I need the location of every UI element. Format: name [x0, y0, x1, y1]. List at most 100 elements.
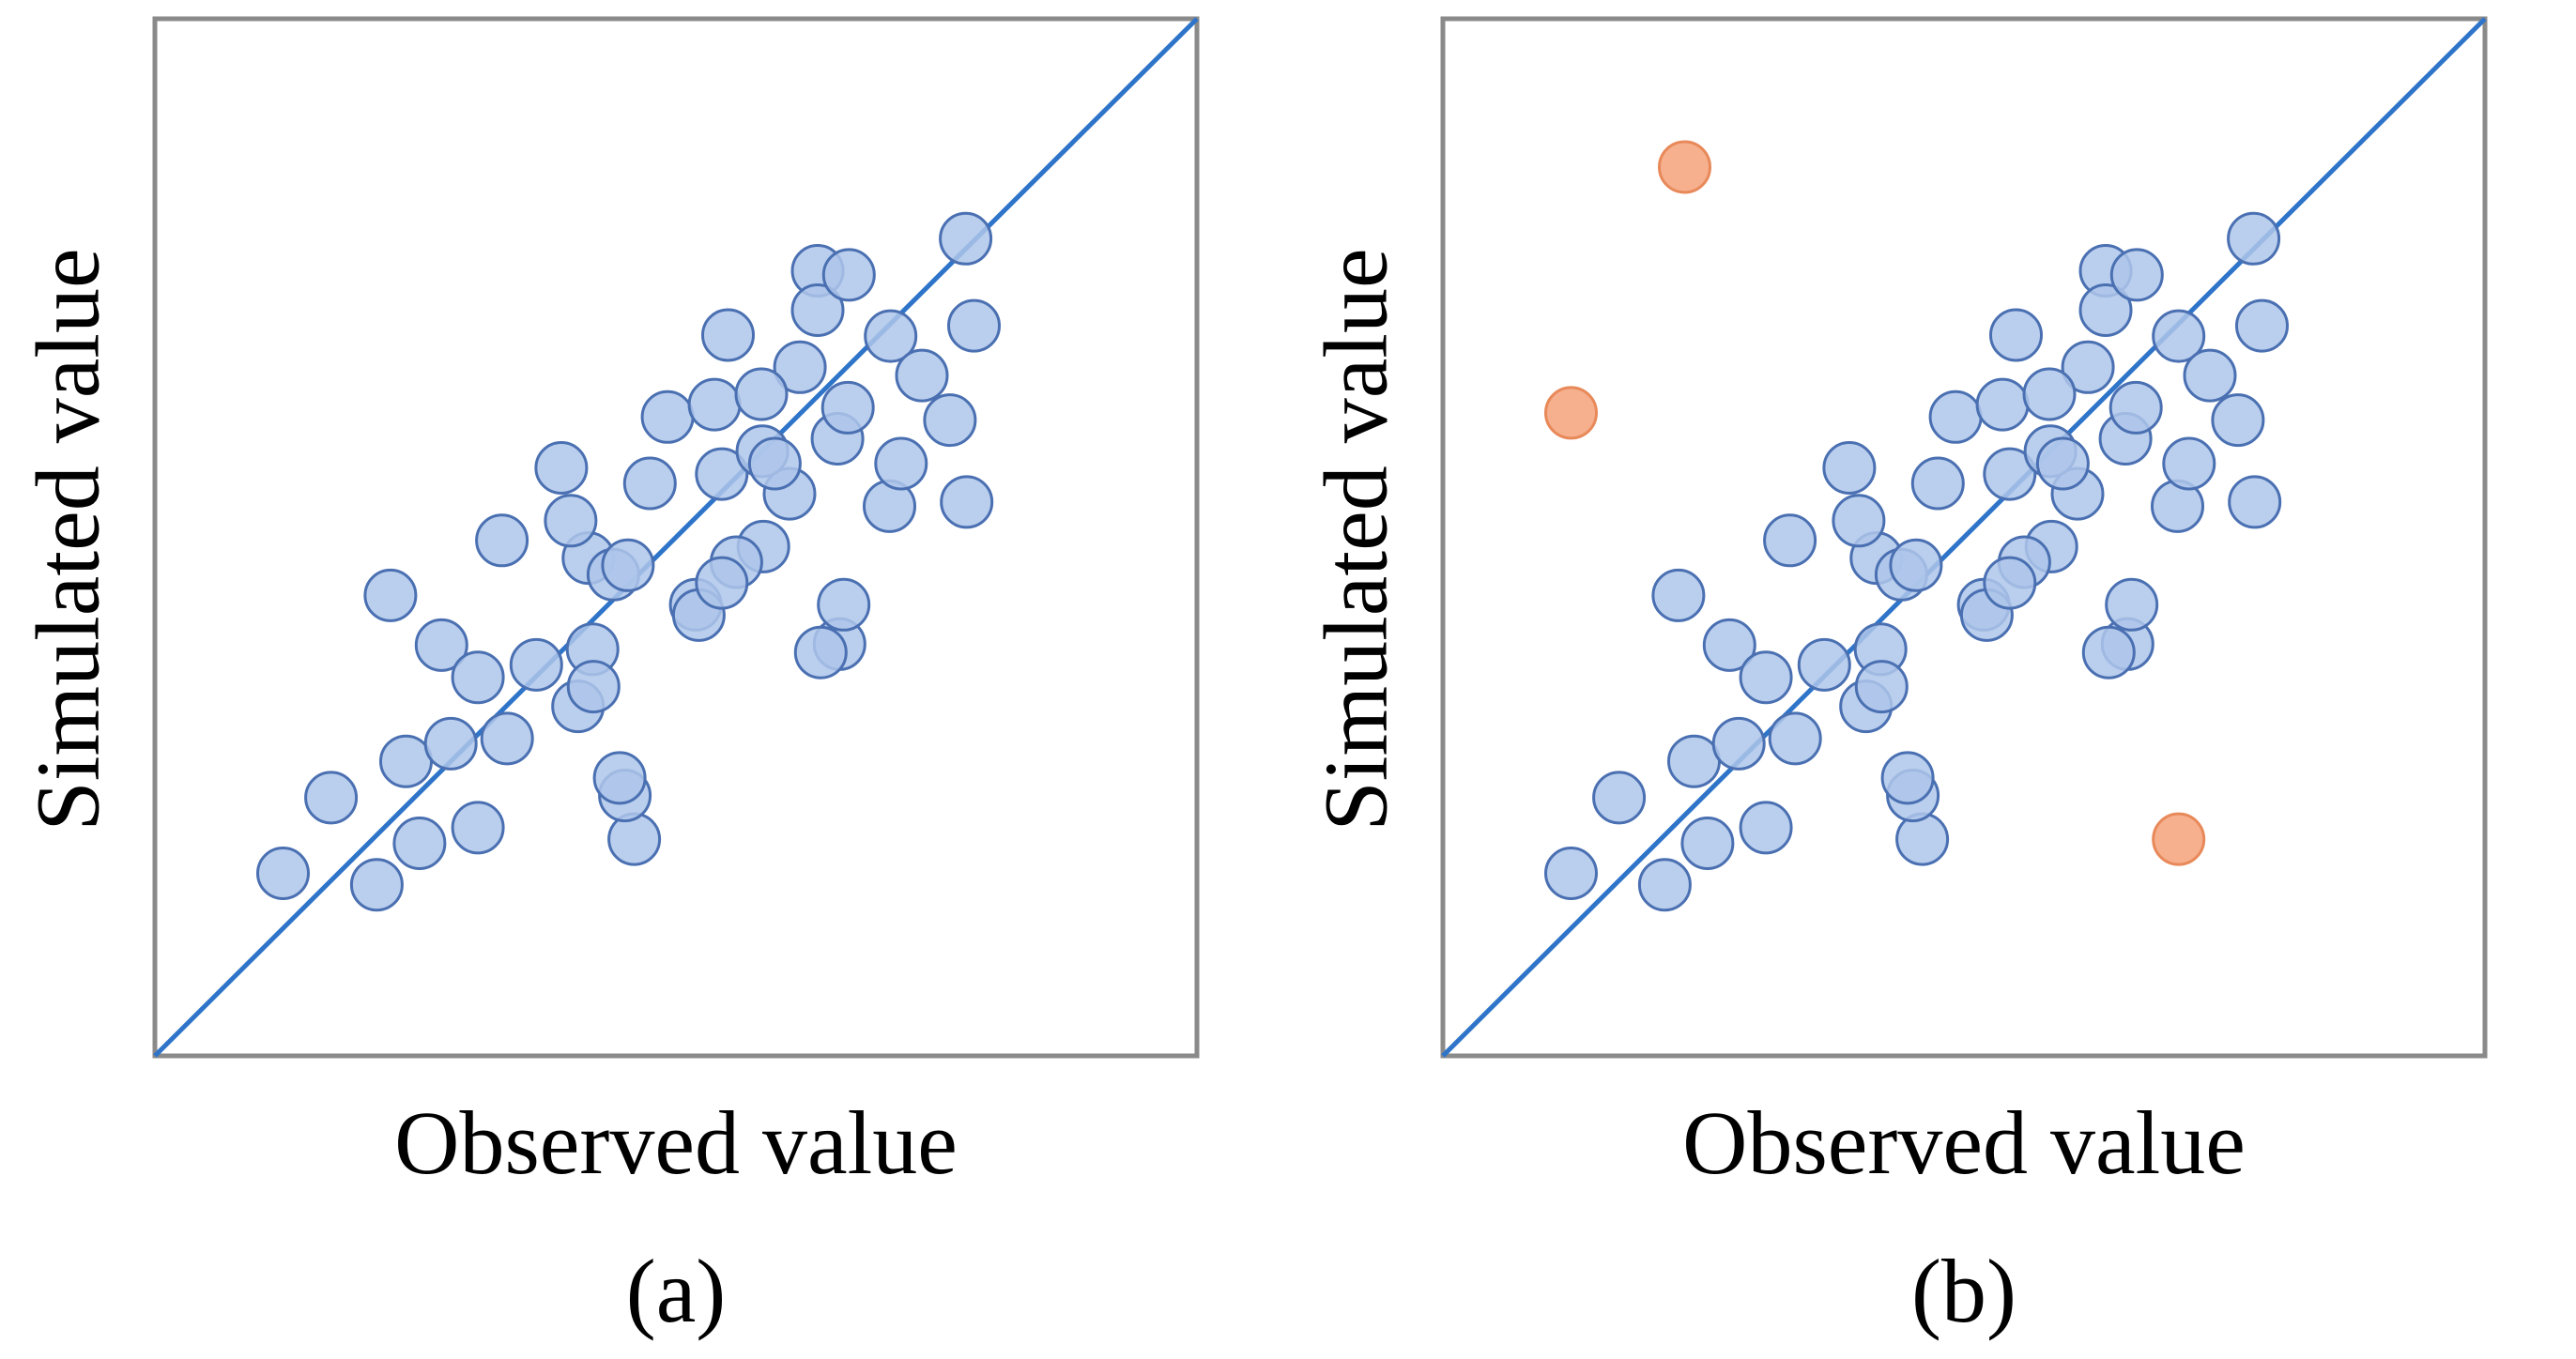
data-point [820, 380, 875, 435]
data-point [947, 298, 1001, 353]
data-point [256, 847, 310, 900]
data-point [821, 248, 876, 302]
data-point [1739, 650, 1793, 705]
panel-caption: (b) [1911, 1241, 2016, 1341]
data-point [1895, 812, 1950, 866]
data-point [817, 577, 871, 632]
data-point [1832, 494, 1886, 548]
data-point [1651, 568, 1706, 622]
one-to-one-line [153, 17, 1199, 1058]
data-point [1889, 538, 1943, 592]
series-points [1544, 211, 2289, 912]
data-point [923, 393, 977, 448]
panel-caption: (a) [625, 1241, 727, 1341]
data-point [2078, 283, 2133, 337]
data-point [1768, 711, 1822, 766]
data-point [379, 734, 433, 788]
data-point [592, 751, 647, 805]
y-axis-label-text: Simulated value [18, 248, 118, 832]
data-point [2228, 475, 2282, 529]
data-point [790, 283, 845, 337]
data-point [773, 340, 827, 394]
data-point [1637, 858, 1692, 912]
data-point [874, 436, 928, 491]
data-point [1797, 637, 1851, 692]
data-point [895, 348, 949, 403]
data-point [451, 801, 505, 855]
data-point [1544, 847, 1598, 900]
data-point [695, 556, 749, 610]
plot-frame [1440, 16, 2488, 1059]
y-axis-label: Simulated value [1305, 19, 1408, 1061]
data-point [1989, 308, 2043, 362]
data-point [1667, 734, 1721, 788]
data-point [423, 716, 478, 771]
data-point [2227, 211, 2281, 266]
data-point [2109, 248, 2164, 302]
data-point [2108, 380, 2163, 435]
y-axis-label: Simulated value [17, 19, 120, 1061]
data-point [2162, 436, 2216, 491]
data-point [687, 377, 742, 432]
series-points [256, 211, 1001, 912]
data-point [392, 817, 447, 870]
data-point [2183, 348, 2237, 403]
data-point [475, 513, 529, 568]
data-point [2081, 625, 2136, 680]
data-point [1680, 817, 1735, 870]
data-point [1763, 513, 1817, 568]
data-point [1880, 751, 1935, 805]
data-point [747, 436, 802, 491]
data-point [864, 309, 918, 363]
panel-a: Simulated value Observed value (a) [17, 16, 1200, 1341]
data-point [349, 858, 404, 912]
data-point [1854, 660, 1909, 714]
y-axis-label-text: Simulated value [1306, 248, 1406, 832]
data-point [2105, 577, 2159, 632]
data-point [480, 711, 534, 766]
data-point [607, 812, 662, 866]
data-point [622, 456, 677, 511]
scatter-plot-b [1440, 16, 2488, 1059]
one-to-one-line [1441, 17, 2487, 1058]
data-point [1983, 556, 2037, 610]
data-point [534, 441, 589, 495]
data-point [940, 475, 994, 529]
data-point [2235, 298, 2289, 353]
x-axis-label: Observed value [1682, 1092, 2246, 1193]
data-point [2035, 436, 2090, 491]
data-point [1910, 456, 1965, 511]
data-point [1702, 618, 1756, 672]
data-point [701, 308, 755, 362]
data-point [414, 618, 468, 672]
scatter-plot-a [152, 16, 1200, 1059]
data-point [1592, 771, 1647, 825]
data-point [1975, 377, 2030, 432]
plot-frame [152, 16, 1200, 1059]
data-point [939, 211, 993, 266]
data-point [363, 568, 418, 622]
data-point [2022, 367, 2077, 421]
outlier-point [2152, 812, 2206, 866]
data-point [601, 538, 655, 592]
data-point [640, 389, 695, 444]
data-point [1822, 441, 1877, 495]
data-point [451, 650, 505, 705]
data-point [304, 771, 359, 825]
data-point [1711, 716, 1766, 771]
x-axis-label: Observed value [394, 1092, 958, 1193]
panel-b: Simulated value Observed value (b) [1288, 0, 2576, 1359]
data-point [509, 637, 563, 692]
data-point [544, 494, 598, 548]
data-point [2211, 393, 2265, 448]
data-point [734, 367, 789, 421]
data-point [2061, 340, 2115, 394]
data-point [1983, 447, 2037, 501]
outlier-point [1544, 386, 1598, 440]
data-point [2152, 309, 2206, 363]
data-point [695, 447, 749, 501]
data-point [566, 660, 621, 714]
series-outliers [1544, 140, 2206, 866]
data-point [1739, 801, 1793, 855]
outlier-point [1658, 140, 1711, 194]
